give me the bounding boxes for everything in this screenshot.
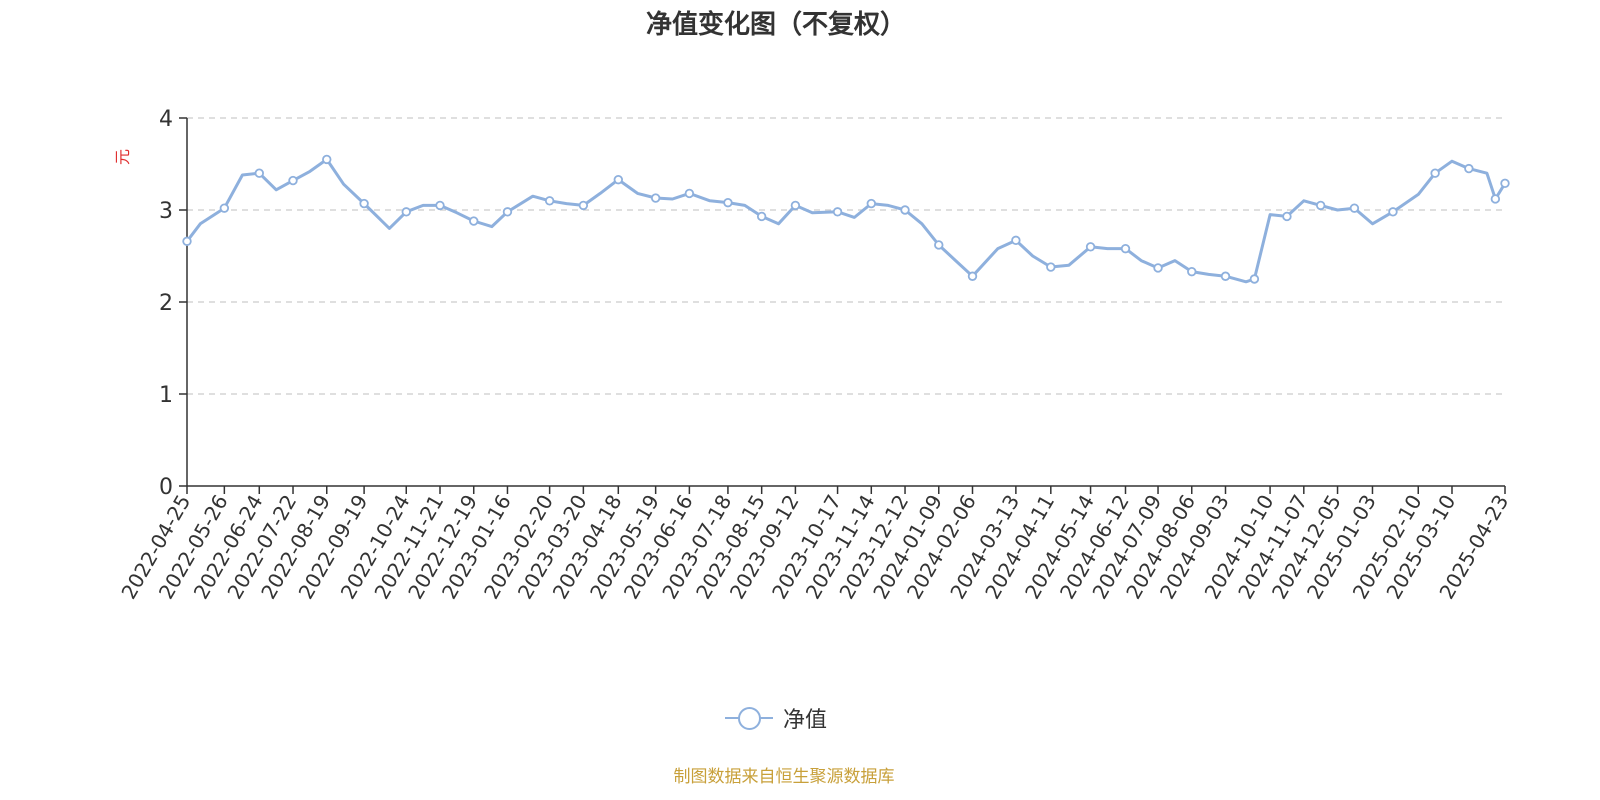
data-point [650, 193, 661, 203]
data-point [254, 168, 264, 178]
data-point [1249, 274, 1260, 284]
data-point [1500, 178, 1510, 189]
data-point [900, 205, 910, 215]
data-point [1315, 200, 1326, 211]
data-point [288, 175, 298, 186]
axes: 012342022-04-252022-05-262022-06-242022-… [116, 107, 1513, 603]
chart-title: 净值变化图（不复权） [645, 10, 906, 40]
data-point [1011, 235, 1021, 246]
data-point [790, 200, 801, 211]
data-point [1464, 163, 1474, 174]
series-line-nav [185, 157, 1507, 284]
data-point [1187, 266, 1197, 277]
data-point [723, 197, 733, 208]
data-point [934, 240, 944, 250]
legend[interactable]: 净值 [0, 702, 1552, 736]
data-source-note: 制图数据来自恒生聚源数据库 [673, 767, 895, 787]
data-point [1490, 194, 1501, 204]
data-point [469, 216, 479, 226]
y-tick-label: 0 [159, 475, 173, 500]
data-point [967, 271, 978, 281]
data-point [1153, 263, 1163, 273]
y-axis-label: 元 [113, 149, 132, 165]
legend-label: 净值 [782, 708, 827, 733]
data-point [756, 211, 767, 222]
data-point [1046, 262, 1056, 272]
y-tick-label: 2 [159, 291, 173, 316]
legend-line-circle-icon [724, 706, 773, 730]
data-point [1282, 211, 1292, 222]
data-point [401, 207, 411, 217]
data-point [182, 236, 192, 246]
data-point [502, 207, 513, 217]
data-point [322, 154, 332, 165]
data-point [832, 207, 843, 217]
data-point [684, 188, 695, 199]
data-point [866, 198, 876, 209]
data-point [359, 198, 369, 209]
data-point [435, 200, 445, 211]
data-point [544, 196, 555, 206]
series-markers [182, 154, 1510, 284]
y-tick-label: 3 [159, 199, 173, 224]
data-point [613, 174, 624, 185]
y-tick-label: 1 [159, 383, 173, 408]
data-point [1085, 242, 1096, 252]
data-point [578, 200, 589, 211]
data-point [1430, 168, 1440, 178]
grid-lines [187, 117, 1505, 395]
data-point [1349, 203, 1360, 213]
y-tick-label: 4 [159, 107, 173, 132]
data-point [1220, 271, 1231, 281]
data-point [1120, 243, 1131, 254]
data-point [219, 203, 230, 213]
data-point [1388, 207, 1398, 217]
series-nav [185, 157, 1507, 284]
